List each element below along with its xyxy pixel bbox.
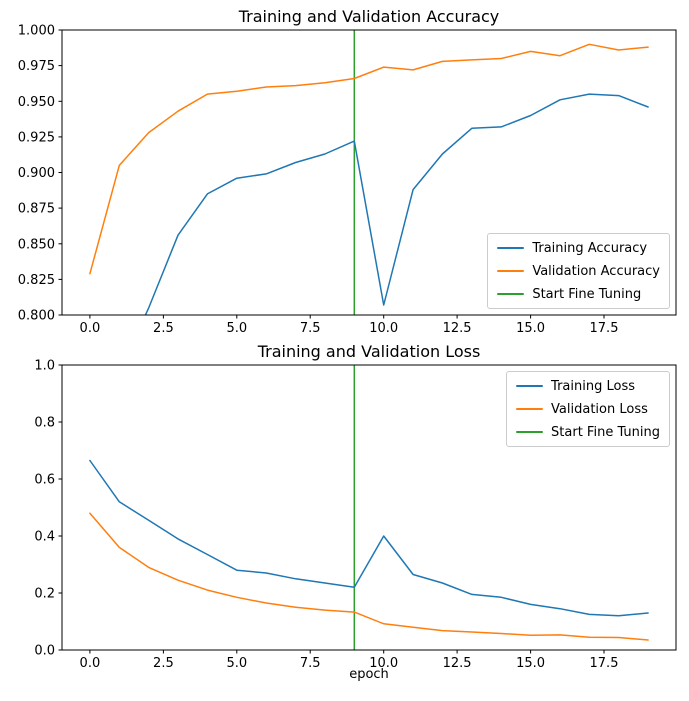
y-tick-label: 0.800 xyxy=(18,309,55,324)
legend-item: Start Fine Tuning xyxy=(497,285,660,303)
legend-label: Training Loss xyxy=(551,378,635,394)
plot-area xyxy=(89,30,649,315)
axes-frame xyxy=(61,364,677,651)
y-tick-label: 0.6 xyxy=(34,473,55,488)
y-tick-label: 0.8 xyxy=(34,416,55,431)
legend-label: Start Fine Tuning xyxy=(551,424,660,440)
x-tick-label: 10.0 xyxy=(369,321,398,336)
x-tick-label: 0.0 xyxy=(80,321,101,336)
x-tick-label: 2.5 xyxy=(153,656,174,671)
y-tick-label: 0.925 xyxy=(18,130,55,145)
y-tick-label: 0.825 xyxy=(18,273,55,288)
x-tick-label: 10.0 xyxy=(369,656,398,671)
y-tick-label: 0.950 xyxy=(18,95,55,110)
series-line xyxy=(144,93,649,315)
x-tick-label: 0.0 xyxy=(80,656,101,671)
series-line xyxy=(89,459,649,617)
legend-label: Training Accuracy xyxy=(532,240,648,256)
y-tick-label: 0.975 xyxy=(18,59,55,74)
legend-item: Start Fine Tuning xyxy=(516,423,660,441)
y-tick-label: 0.0 xyxy=(34,644,55,659)
y-tick-label: 0.900 xyxy=(18,166,55,181)
legend-line-sample xyxy=(497,270,525,272)
legend-line-sample xyxy=(497,293,525,295)
accuracy-legend: Training Accuracy Validation Accuracy Star… xyxy=(487,233,670,309)
x-tick-label: 7.5 xyxy=(300,321,321,336)
loss-legend: Training Loss Validation Loss Start Fine T… xyxy=(506,371,670,447)
y-tick-label: 1.0 xyxy=(34,359,55,374)
legend-item: Validation Loss xyxy=(516,400,660,418)
series-line xyxy=(89,512,649,641)
x-tick-label: 17.5 xyxy=(590,656,619,671)
y-tick-label: 0.850 xyxy=(18,237,55,252)
x-tick-label: 5.0 xyxy=(226,656,247,671)
x-tick-label: 15.0 xyxy=(516,656,545,671)
loss-chart-title: Training and Validation Loss xyxy=(257,342,481,361)
legend-line-sample xyxy=(516,431,544,433)
legend-label: Validation Accuracy xyxy=(532,263,660,279)
legend-line-sample xyxy=(516,408,544,410)
legend-label: Validation Loss xyxy=(551,401,648,417)
plot-area xyxy=(89,365,649,650)
x-tick-label: 12.5 xyxy=(443,656,472,671)
y-tick-label: 0.2 xyxy=(34,587,55,602)
series-line xyxy=(89,43,649,275)
y-tick-label: 1.000 xyxy=(18,24,55,39)
x-tick-label: 2.5 xyxy=(153,321,174,336)
x-axis-label: epoch xyxy=(349,667,389,682)
x-tick-label: 7.5 xyxy=(300,656,321,671)
legend-item: Validation Accuracy xyxy=(497,262,660,280)
legend-line-sample xyxy=(497,247,525,249)
x-tick-label: 12.5 xyxy=(443,321,472,336)
legend-label: Start Fine Tuning xyxy=(532,286,642,302)
x-tick-label: 5.0 xyxy=(226,321,247,336)
x-tick-label: 17.5 xyxy=(590,321,619,336)
legend-item: Training Loss xyxy=(516,377,660,395)
legend-line-sample xyxy=(516,385,544,387)
y-tick-label: 0.875 xyxy=(18,202,55,217)
accuracy-chart-title: Training and Validation Accuracy xyxy=(238,7,500,26)
y-tick-label: 0.4 xyxy=(34,530,55,545)
legend-item: Training Accuracy xyxy=(497,239,660,257)
x-tick-label: 15.0 xyxy=(516,321,545,336)
